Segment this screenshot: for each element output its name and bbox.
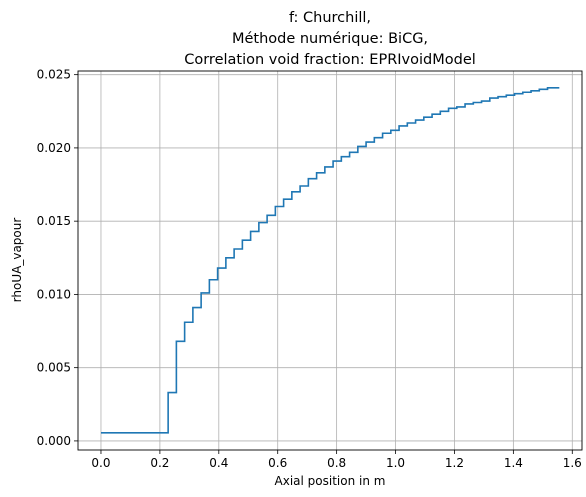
x-tick-label: 0.4	[209, 456, 228, 470]
y-axis-ticks: 0.000 0.005 0.010 0.015 0.020 0.025	[37, 68, 78, 448]
x-axis-ticks: 0.0 0.2 0.4 0.6 0.8 1.0 1.2 1.4 1.6	[91, 450, 582, 470]
x-tick-label: 1.0	[386, 456, 405, 470]
series-line	[100, 87, 560, 434]
series-layer	[100, 87, 560, 434]
y-tick-label: 0.025	[37, 68, 71, 82]
y-tick-label: 0.000	[37, 434, 71, 448]
x-tick-label: 0.6	[268, 456, 287, 470]
x-tick-label: 0.2	[150, 456, 169, 470]
x-tick-label: 1.4	[504, 456, 523, 470]
plot-frame	[77, 70, 583, 451]
x-tick-label: 1.2	[445, 456, 464, 470]
x-tick-label: 1.6	[563, 456, 582, 470]
chart-title-line-3: Correlation void fraction: EPRIvoidModel	[184, 52, 476, 68]
y-tick-label: 0.010	[37, 287, 71, 301]
x-tick-label: 0.8	[327, 456, 346, 470]
chart-title-line-1: f: Churchill,	[289, 10, 371, 26]
grid-lines	[78, 71, 582, 450]
chart-title-line-2: Méthode numérique: BiCG,	[232, 31, 428, 47]
y-tick-label: 0.005	[37, 361, 71, 375]
y-axis-label: rhoUA_vapour	[10, 218, 24, 303]
x-tick-label: 0.0	[91, 456, 110, 470]
chart-title: f: Churchill, Méthode numérique: BiCG, C…	[184, 10, 476, 68]
y-tick-label: 0.020	[37, 141, 71, 155]
y-tick-label: 0.015	[37, 214, 71, 228]
x-axis-label: Axial position in m	[275, 474, 386, 488]
